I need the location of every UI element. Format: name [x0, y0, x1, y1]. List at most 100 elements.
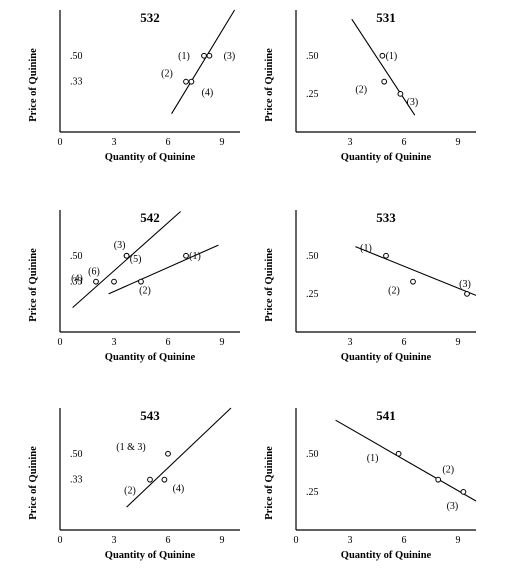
x-tick-label: 3: [348, 337, 353, 348]
data-label: (3): [114, 240, 126, 251]
x-tick-label: 9: [456, 137, 461, 148]
data-label: (3): [459, 279, 471, 290]
y-axis-label: Price of Quinine: [264, 48, 275, 122]
data-label: (4): [202, 88, 214, 99]
x-axis-label: Quantity of Quinine: [105, 352, 196, 363]
x-tick-label: 6: [166, 535, 171, 546]
x-tick-label: 6: [402, 535, 407, 546]
x-tick-label: 3: [112, 337, 117, 348]
chart-title: 541: [376, 408, 396, 423]
panel-531: 531 3 6 9 .25 .50 Quantity of Quinine Price of …: [264, 10, 476, 163]
y-axis-label: Price of Quinine: [28, 446, 39, 520]
y-axis-label: Price of Quinine: [28, 48, 39, 122]
chart-title: 542: [140, 210, 160, 225]
x-tick-label: 9: [220, 137, 225, 148]
y-tick-label: .33: [70, 77, 83, 88]
data-label: (1): [386, 51, 398, 62]
panel-542: 542 0 3 6 9 .33 .50 Quantity of Quinine Price of…: [28, 210, 240, 363]
data-point: [397, 90, 404, 97]
panel-532: 532 0 3 6 9 .33 .50 Quantity of Quinine Price of…: [28, 9, 240, 163]
data-point: [383, 252, 389, 259]
data-point: [395, 450, 402, 457]
chart-title: 532: [140, 10, 160, 25]
y-tick-label: .50: [70, 51, 83, 62]
data-label: (1): [367, 453, 379, 464]
x-tick-label: 0: [58, 337, 63, 348]
data-label: (3): [447, 501, 459, 512]
chart-title: 543: [140, 408, 160, 423]
data-label: (4): [71, 274, 83, 285]
data-label: (4): [173, 484, 185, 495]
x-axis-label: Quantity of Quinine: [341, 152, 432, 163]
x-tick-label: 0: [294, 535, 299, 546]
x-tick-label: 3: [348, 535, 353, 546]
data-point: [138, 278, 144, 285]
series-line: [355, 246, 477, 296]
x-tick-label: 6: [166, 137, 171, 148]
data-label: (6): [88, 267, 100, 278]
data-label: (2): [124, 486, 136, 497]
data-point: [410, 278, 416, 285]
y-tick-label: .25: [306, 89, 319, 100]
series-line: [126, 407, 232, 508]
y-axis-label: Price of Quinine: [264, 446, 275, 520]
y-tick-label: .50: [70, 449, 83, 460]
y-tick-label: .50: [306, 51, 319, 62]
panel-543: 543 0 3 6 9 .33 .50 Quantity of Quinine Price of…: [28, 407, 240, 561]
x-axis-label: Quantity of Quinine: [341, 352, 432, 363]
data-label: (1 & 3): [116, 442, 145, 453]
series-line: [72, 211, 181, 309]
data-point: [165, 450, 171, 457]
x-tick-label: 9: [220, 337, 225, 348]
y-tick-label: .50: [306, 251, 319, 262]
data-point: [201, 52, 207, 59]
panel-541: 541 0 3 6 9 .25 .50 Quantity of Quinine Price of…: [264, 408, 477, 561]
data-label: (5): [130, 254, 142, 265]
data-label: (1): [360, 243, 372, 254]
data-label: (3): [407, 97, 419, 108]
data-point: [161, 476, 168, 483]
data-point: [460, 488, 467, 495]
data-point: [379, 52, 386, 59]
data-label: (2): [442, 465, 454, 476]
panel-533: 533 3 6 9 .25 .50 Quantity of Quinine Price of …: [264, 210, 477, 363]
data-point: [183, 252, 189, 259]
x-axis-label: Quantity of Quinine: [341, 550, 432, 561]
x-tick-label: 3: [112, 535, 117, 546]
data-label: (2): [139, 286, 151, 297]
data-point: [123, 252, 130, 259]
x-tick-label: 6: [166, 337, 171, 348]
y-tick-label: .25: [306, 487, 319, 498]
y-tick-label: .33: [70, 475, 83, 486]
data-point: [188, 78, 195, 85]
data-point: [381, 78, 388, 85]
y-tick-label: .50: [306, 449, 319, 460]
x-tick-label: 9: [456, 535, 461, 546]
data-point: [183, 78, 189, 85]
data-point: [435, 476, 442, 483]
y-tick-label: .50: [70, 251, 83, 262]
data-point: [206, 52, 213, 59]
x-tick-label: 3: [348, 137, 353, 148]
x-tick-label: 9: [456, 337, 461, 348]
x-tick-label: 3: [112, 137, 117, 148]
y-axis-label: Price of Quinine: [264, 248, 275, 322]
x-axis-label: Quantity of Quinine: [105, 550, 196, 561]
x-tick-label: 9: [220, 535, 225, 546]
chart-title: 533: [376, 210, 396, 225]
x-tick-label: 6: [402, 337, 407, 348]
data-label: (3): [224, 51, 236, 62]
y-tick-label: .25: [306, 289, 319, 300]
data-label: (1): [189, 251, 201, 262]
x-tick-label: 0: [58, 535, 63, 546]
x-tick-label: 6: [402, 137, 407, 148]
data-label: (2): [355, 85, 367, 96]
data-point: [111, 278, 117, 285]
data-point: [464, 290, 470, 297]
series-line: [108, 244, 219, 295]
series-line: [351, 18, 416, 116]
data-label: (2): [388, 286, 400, 297]
chart-title: 531: [376, 10, 396, 25]
y-tick-label: .33: [70, 277, 83, 288]
